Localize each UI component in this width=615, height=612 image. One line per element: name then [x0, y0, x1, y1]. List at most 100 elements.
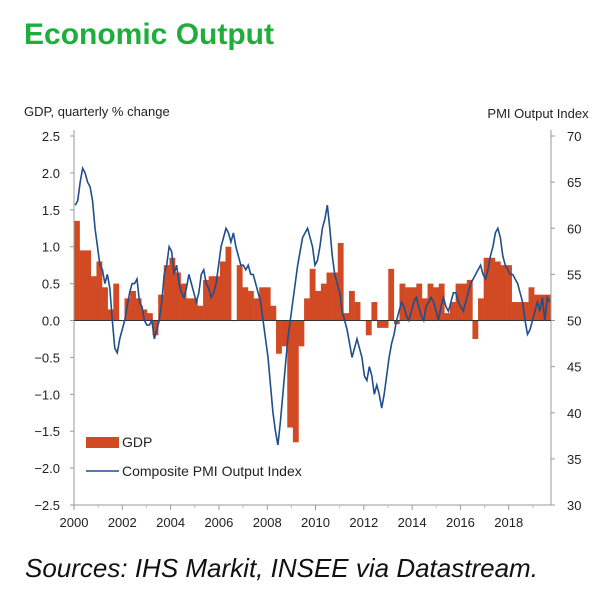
gdp-bar [326, 272, 333, 321]
x-tick-label: 2002 [108, 515, 137, 530]
gdp-bar [292, 320, 299, 443]
gdp-bar [461, 283, 468, 321]
tick-labels: 2.5 2.0 1.5 1.0 0.5 0.0 −0.5 −1.0 −1.5 −2.0 −2.5 70… [34, 129, 581, 530]
gdp-bar [163, 265, 170, 321]
gdp-bar [478, 298, 484, 321]
left-tick-label: 1.5 [42, 203, 60, 218]
x-tick-label: 2000 [60, 515, 89, 530]
legend-pmi-label: Composite PMI Output Index [122, 463, 302, 479]
gdp-bar [113, 283, 120, 321]
gdp-bar [348, 290, 355, 321]
gdp-bar [281, 320, 288, 347]
right-tick-label: 55 [567, 267, 581, 282]
gdp-bar [264, 287, 271, 321]
gdp-bar [242, 287, 249, 321]
gdp-bar [365, 320, 372, 336]
left-tick-label: 0.0 [42, 314, 60, 329]
gdp-bar [85, 250, 92, 321]
gdp-bar [146, 313, 153, 321]
axes [70, 130, 555, 510]
gdp-bar [102, 287, 108, 321]
gdp-bar [135, 298, 142, 321]
left-tick-label: 1.0 [42, 240, 60, 255]
gdp-bar [388, 268, 395, 321]
gdp-bar [494, 261, 501, 321]
right-axis-label: PMI Output Index [487, 106, 589, 121]
legend-gdp-label: GDP [122, 434, 152, 450]
gdp-bar [522, 302, 529, 321]
gdp-bar [315, 290, 322, 321]
legend: GDP Composite PMI Output Index [86, 434, 302, 479]
x-tick-label: 2014 [398, 515, 427, 530]
gdp-bar [534, 294, 541, 321]
right-tick-label: 35 [567, 452, 581, 467]
gdp-bar [287, 320, 294, 428]
gdp-bar [304, 298, 310, 321]
gdp-bar [489, 257, 496, 321]
gdp-bar [371, 302, 378, 321]
legend-gdp-swatch [86, 437, 119, 448]
gdp-bar [130, 290, 136, 321]
gdp-bar [483, 257, 490, 321]
gdp-bar [511, 302, 518, 321]
gdp-bar [343, 313, 350, 321]
gdp-bar [377, 320, 383, 328]
right-tick-label: 70 [567, 129, 581, 144]
gdp-bar [197, 305, 204, 321]
right-tick-label: 40 [567, 406, 581, 421]
gdp-bar [152, 320, 159, 336]
gdp-bar [405, 287, 411, 321]
right-tick-label: 65 [567, 175, 581, 190]
gdp-bar [444, 313, 451, 321]
gdp-bar [175, 272, 181, 321]
right-tick-label: 45 [567, 360, 581, 375]
gdp-bar [236, 265, 243, 321]
left-tick-label: 0.5 [42, 277, 60, 292]
pmi-line [74, 165, 551, 446]
gdp-bar [332, 272, 339, 321]
gdp-bar [500, 265, 507, 321]
gdp-bar [382, 320, 389, 328]
left-tick-label: −1.0 [34, 387, 60, 402]
gdp-bar [253, 298, 260, 321]
gdp-bar [107, 309, 114, 321]
gdp-bar [169, 257, 176, 321]
x-tick-label: 2008 [253, 515, 282, 530]
gdp-bar [449, 302, 456, 321]
left-tick-label: 2.5 [42, 129, 60, 144]
x-tick-label: 2016 [446, 515, 475, 530]
left-tick-label: −2.0 [34, 461, 60, 476]
left-tick-label: −0.5 [34, 350, 60, 365]
right-tick-label: 60 [567, 221, 581, 236]
gdp-bar [433, 287, 440, 321]
gdp-bar [208, 276, 215, 321]
gdp-bar [320, 283, 327, 321]
right-tick-label: 30 [567, 498, 581, 513]
gdp-bar [298, 320, 305, 347]
left-tick-label: −2.5 [34, 498, 60, 513]
left-tick-label: 2.0 [42, 166, 60, 181]
gdp-bar [416, 283, 423, 321]
gdp-bar [472, 320, 479, 339]
x-tick-label: 2006 [204, 515, 233, 530]
right-tick-label: 50 [567, 314, 581, 329]
gdp-bar [90, 276, 97, 321]
gdp-bar [506, 265, 512, 321]
gdp-bar [427, 283, 434, 321]
x-tick-label: 2004 [156, 515, 185, 530]
gdp-bar [203, 279, 209, 321]
gdp-bar [399, 283, 406, 321]
gdp-bar [270, 305, 277, 321]
gdp-bar [545, 294, 552, 321]
gdp-bar [276, 320, 282, 354]
chart-title: Economic Output [24, 18, 274, 51]
gdp-bar [225, 246, 232, 321]
left-axis-label: GDP, quarterly % change [24, 104, 170, 119]
x-tick-label: 2010 [301, 515, 330, 530]
gdp-bar [421, 298, 428, 321]
gdp-bar [79, 250, 86, 321]
x-tick-label: 2012 [349, 515, 378, 530]
gdp-bar [247, 290, 254, 321]
gdp-bar [528, 287, 535, 321]
source-note: Sources: IHS Markit, INSEE via Datastrea… [25, 553, 538, 583]
